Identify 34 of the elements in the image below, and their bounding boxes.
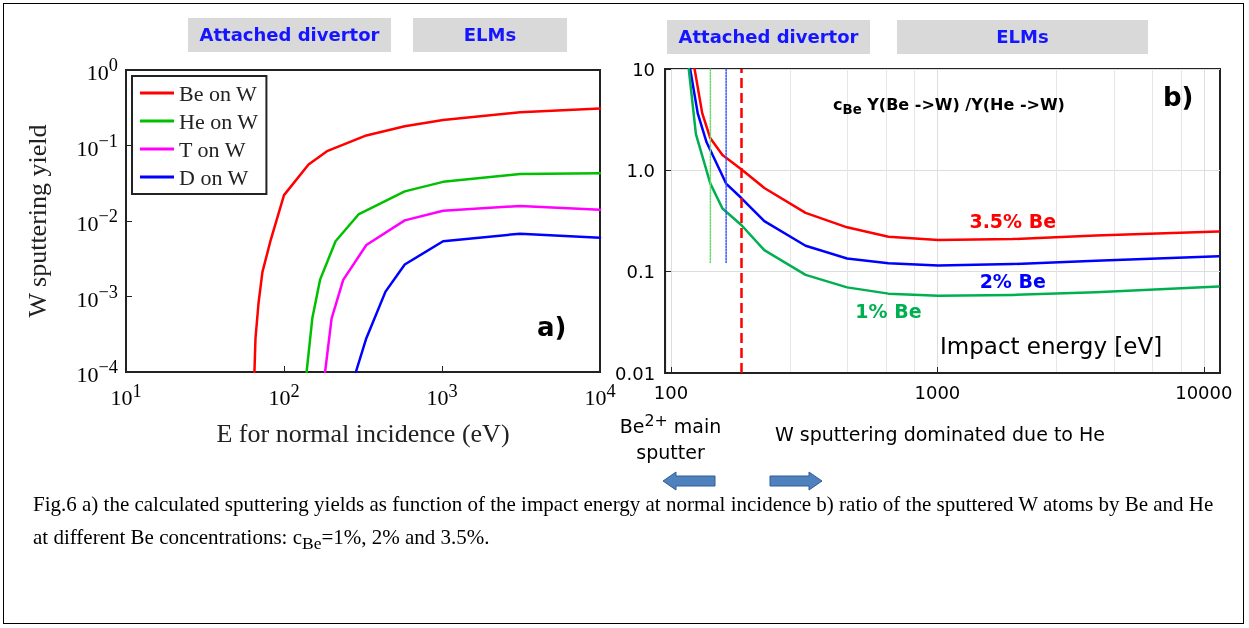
y-tick-label: 10$^{−2}$ [76,206,118,236]
y-tick-label: 0.01 [615,362,656,384]
y-tick-label: 10$^{0}$ [86,55,118,85]
x-axis-title: E for normal incidence (eV) [216,418,510,448]
text: W sputtering dominated due to He [775,423,1105,445]
y-tick-label: 10$^{−3}$ [76,281,118,312]
legend-label: He on W [179,108,259,134]
legend-label: D on W [179,164,249,190]
text: Be$^{2+}$ main sputter [618,410,723,466]
series-label: 1% Be [855,299,922,322]
y-tick-label: 0.1 [626,261,656,283]
x-tick-label: 10$^{2}$ [268,381,300,411]
y-tick-label: 10 [632,58,656,80]
x-axis-title: Impact energy [eV] [940,333,1163,359]
x-tick-label: 1000 [914,381,961,403]
x-tick-label: 10000 [1175,381,1233,403]
annotation: b) [1163,82,1194,112]
x-tick-label: 100 [653,381,689,403]
text: ELMs [413,18,567,52]
legend-label: Be on W [179,80,258,106]
series-label: 2% Be [979,269,1046,292]
annotation: a) [537,312,567,342]
annotation: c$_{Be}$ Y(Be ->W) /Y(He ->W) [833,95,1065,118]
series-label: 3.5% Be [969,210,1057,233]
y-axis-title: W sputtering yield [22,124,52,318]
y-tick-label: 1.0 [626,159,656,181]
text: Attached divertor [188,18,391,52]
x-tick-label: 10$^{4}$ [584,381,616,411]
text: ELMs [897,20,1148,54]
legend-label: T on W [179,136,246,162]
y-tick-label: 10$^{−1}$ [76,130,118,161]
x-tick-label: 10$^{3}$ [426,381,458,411]
caption: Fig.6 a) the calculated sputtering yields as function of the impact energy at normal incidence b) ratio of the sputtered W atoms by Be and He at different Be concentrations: c$_{Be}$=1%, 2% and 3.5%. [33,491,1215,556]
text: Attached divertor [667,20,870,54]
